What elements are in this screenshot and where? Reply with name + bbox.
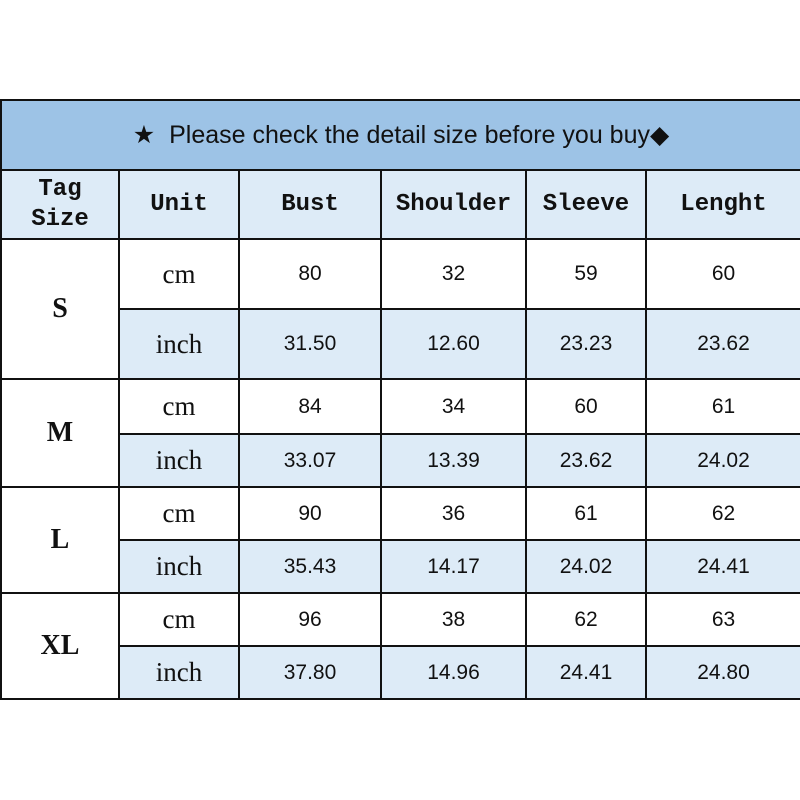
unit-cell: cm xyxy=(118,592,240,647)
title-text: Please check the detail size before you … xyxy=(169,121,650,149)
bust-cell: 33.07 xyxy=(238,433,382,488)
diamond-icon: ◆ xyxy=(649,121,670,149)
length-cell: 62 xyxy=(644,486,800,541)
column-header-sleeve: Sleeve xyxy=(525,169,647,240)
length-cell: 24.80 xyxy=(644,645,800,700)
unit-cell: inch xyxy=(118,433,240,488)
shoulder-cell: 38 xyxy=(380,592,527,647)
column-header-shoulder: Shoulder xyxy=(380,169,527,240)
length-cell: 24.41 xyxy=(644,539,800,594)
unit-cell: cm xyxy=(118,486,240,541)
shoulder-cell: 12.60 xyxy=(380,308,527,380)
table-title: ★ Please check the detail size before yo… xyxy=(0,99,800,171)
table-row: inch 33.07 13.39 23.62 24.02 xyxy=(1,433,800,488)
bust-cell: 84 xyxy=(238,378,382,435)
bust-cell: 90 xyxy=(238,486,382,541)
size-chart-table: ★ Please check the detail size before yo… xyxy=(0,99,800,700)
bust-cell: 35.43 xyxy=(238,539,382,594)
sleeve-cell: 23.62 xyxy=(525,433,647,488)
length-cell: 63 xyxy=(644,592,800,647)
table-row: XL cm 96 38 62 63 xyxy=(0,592,800,700)
shoulder-cell: 32 xyxy=(380,238,527,310)
length-cell: 60 xyxy=(644,238,800,310)
header-row: Tag Size Unit Bust Shoulder Sleeve Lenght xyxy=(0,169,800,240)
sleeve-cell: 24.41 xyxy=(525,645,647,700)
bust-cell: 31.50 xyxy=(238,308,382,380)
unit-cell: cm xyxy=(118,238,240,310)
bust-cell: 80 xyxy=(238,238,382,310)
shoulder-cell: 14.17 xyxy=(380,539,527,594)
sleeve-cell: 23.23 xyxy=(525,308,647,380)
table-row: inch 35.43 14.17 24.02 24.41 xyxy=(1,539,800,594)
column-header-tag-size: Tag Size xyxy=(0,169,120,240)
length-cell: 61 xyxy=(644,378,800,435)
column-header-bust: Bust xyxy=(238,169,382,240)
sleeve-cell: 61 xyxy=(525,486,647,541)
unit-cell: inch xyxy=(118,539,240,594)
unit-cell: inch xyxy=(118,308,240,380)
tag-size-cell: L xyxy=(0,486,120,594)
sleeve-cell: 59 xyxy=(525,238,647,310)
sleeve-cell: 60 xyxy=(525,378,647,435)
unit-cell: cm xyxy=(118,378,240,435)
table-row: inch 37.80 14.96 24.41 24.80 xyxy=(1,645,800,700)
table-row: inch 31.50 12.60 23.23 23.62 xyxy=(1,308,800,380)
tag-size-cell: M xyxy=(0,378,120,488)
length-cell: 24.02 xyxy=(644,433,800,488)
bust-cell: 37.80 xyxy=(238,645,382,700)
sleeve-cell: 24.02 xyxy=(525,539,647,594)
length-cell: 23.62 xyxy=(644,308,800,380)
tag-size-cell: S xyxy=(0,238,120,380)
column-header-length: Lenght xyxy=(644,169,800,240)
shoulder-cell: 13.39 xyxy=(380,433,527,488)
bust-cell: 96 xyxy=(238,592,382,647)
unit-cell: inch xyxy=(118,645,240,700)
column-header-unit: Unit xyxy=(118,169,240,240)
shoulder-cell: 34 xyxy=(380,378,527,435)
tag-size-cell: XL xyxy=(0,592,120,700)
shoulder-cell: 14.96 xyxy=(380,645,527,700)
sleeve-cell: 62 xyxy=(525,592,647,647)
star-icon: ★ xyxy=(132,121,156,149)
shoulder-cell: 36 xyxy=(380,486,527,541)
